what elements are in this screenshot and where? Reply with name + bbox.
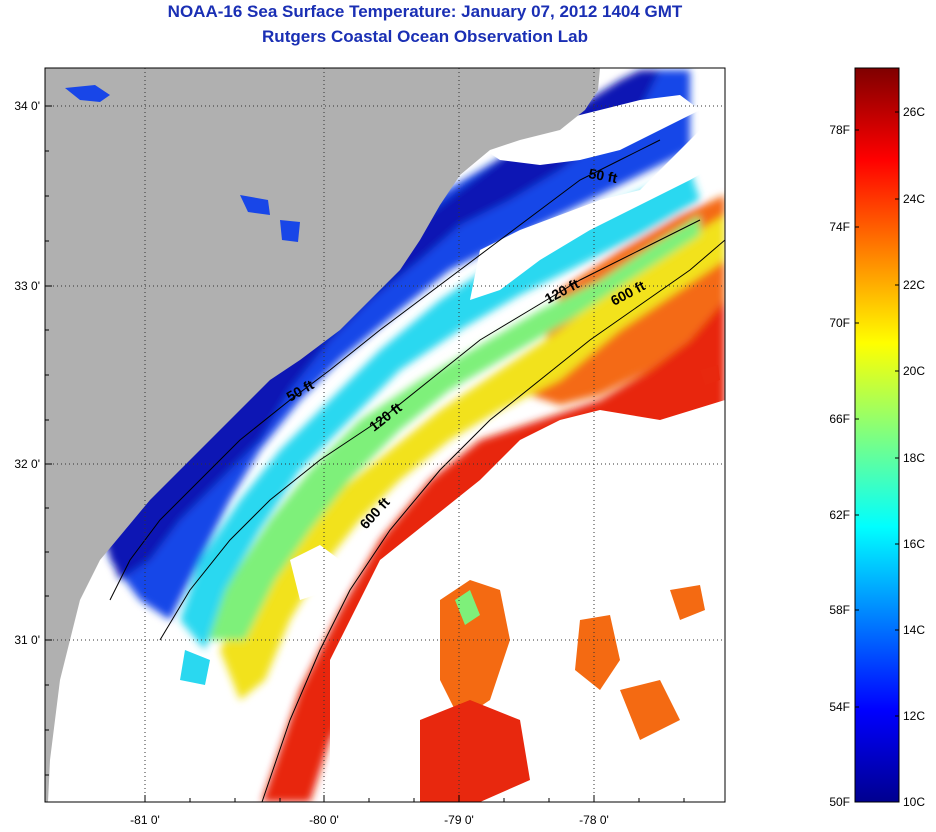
sst-image: 50 ft 50 ft 120 ft 120 ft 600 ft 600 ft <box>45 68 725 802</box>
colorbar-label-24c: 24C <box>903 192 925 206</box>
colorbar-label-20c: 20C <box>903 364 925 378</box>
colorbar <box>854 67 900 803</box>
coastal-dark-blue-water <box>95 70 660 580</box>
colorbar-label-22c: 22C <box>903 278 925 292</box>
colorbar-label-58f: 58F <box>829 603 850 617</box>
isobath-lines <box>109 139 725 802</box>
colorbar-label-16c: 16C <box>903 537 925 551</box>
inland-water <box>65 85 110 102</box>
lat-tick-label-31: 31 0' <box>14 633 40 647</box>
colorbar-label-10c: 10C <box>903 795 925 809</box>
colorbar-label-54f: 54F <box>829 700 850 714</box>
nearshore-blue-water <box>100 70 690 620</box>
colorbar-label-50f: 50F <box>829 795 850 809</box>
map-subtitle: Rutgers Coastal Ocean Observation Lab <box>262 27 588 46</box>
lat-tick-label-33: 33 0' <box>14 279 40 293</box>
map-frame <box>44 67 726 803</box>
colorbar-label-70f: 70F <box>829 316 850 330</box>
colorbar-label-12c: 12C <box>903 709 925 723</box>
shelf-green-water <box>200 215 700 640</box>
lat-tick-label-32: 32 0' <box>14 457 40 471</box>
isobath-50ft-line <box>109 139 661 601</box>
inland-lake-2 <box>280 220 300 242</box>
isobath-label-50ft-north: 50 ft <box>587 165 618 186</box>
colorbar-ticks <box>855 111 899 717</box>
colorbar-label-66f: 66F <box>829 412 850 426</box>
isobath-600ft-line <box>261 239 725 802</box>
lon-tick-label-79: -79 0' <box>444 813 474 827</box>
inner-shelf-cyan-water <box>180 170 700 650</box>
mid-shelf-yellow-water <box>220 215 725 700</box>
colorbar-label-78f: 78F <box>829 123 850 137</box>
lon-tick-label-78: -78 0' <box>579 813 609 827</box>
map-grid <box>45 68 725 802</box>
colorbar-label-14c: 14C <box>903 623 925 637</box>
map-tick-marks <box>45 105 685 802</box>
inland-lake <box>240 195 270 215</box>
lon-tick-label-81: -81 0' <box>130 813 160 827</box>
land-mass <box>45 68 600 802</box>
lat-tick-label-34: 34 0' <box>14 99 40 113</box>
isobath-120ft-line <box>159 219 701 641</box>
map-title: NOAA-16 Sea Surface Temperature: January… <box>167 2 683 21</box>
scattered-sst-patches <box>180 365 720 802</box>
colorbar-label-62f: 62F <box>829 508 850 522</box>
colorbar-label-26c: 26C <box>903 105 925 119</box>
lon-tick-label-80: -80 0' <box>309 813 339 827</box>
colorbar-label-18c: 18C <box>903 451 925 465</box>
colorbar-label-74f: 74F <box>829 220 850 234</box>
